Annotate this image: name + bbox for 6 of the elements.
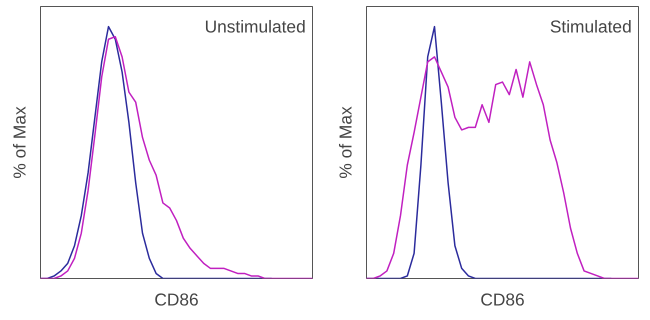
- y-axis-title: % of Max: [10, 106, 30, 179]
- x-axis-title: CD86: [480, 290, 525, 310]
- annotation: Stimulated: [550, 16, 632, 37]
- annotation: Unstimulated: [204, 16, 306, 37]
- x-axis-title: CD86: [154, 290, 199, 310]
- y-axis-title: % of Max: [336, 106, 356, 179]
